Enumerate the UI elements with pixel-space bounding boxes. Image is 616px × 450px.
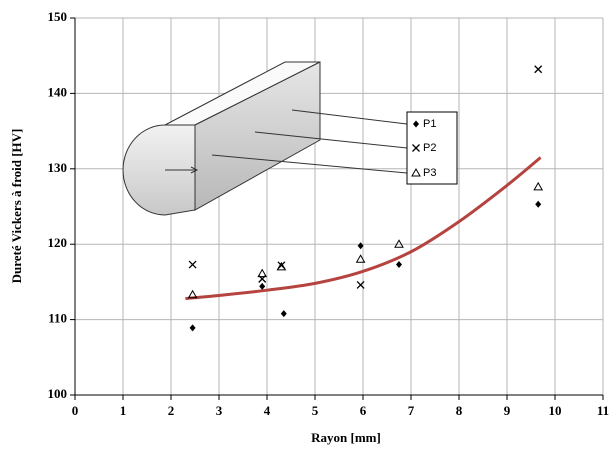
plot-marks [185,65,544,332]
trend-line [185,156,542,300]
y-tick-label: 140 [48,84,68,99]
point [357,242,364,250]
point [187,289,198,299]
x-tick-label: 1 [120,403,127,418]
x-tick-label: 6 [360,403,367,418]
y-tick-label: 150 [48,9,68,24]
point [535,200,542,208]
y-tick-label: 120 [48,235,68,250]
point [189,324,196,332]
grid: 100 110 120 130 140 150 0 1 2 3 4 5 6 7 8 9 10 11 [48,9,610,418]
legend-marker [412,144,420,152]
legend-label: P3 [423,167,436,179]
x-tick-label: 3 [216,403,223,418]
point [394,239,404,248]
end-face [122,124,196,216]
point [356,280,365,289]
point [534,65,543,74]
pointer-line [254,131,408,149]
y-tick-label: 110 [48,311,67,326]
pointer-line [291,109,408,125]
x-tick-label: 10 [549,403,562,418]
x-axis-title: Rayon [mm] [311,430,381,445]
x-tick-label: 2 [168,403,175,418]
arrow-head [190,166,199,174]
point [257,268,268,278]
point [188,260,197,269]
point [533,181,544,191]
point [396,261,402,269]
x-tick-label: 0 [72,403,79,418]
x-tick-label: 9 [504,403,511,418]
point [259,282,266,290]
inset-diagram: P1 P2 P3 [122,61,458,216]
point [355,254,366,263]
y-axis-title: Dureté Vickers à froid [HV] [9,129,24,284]
x-tick-label: 7 [408,403,415,418]
x-tick-label: 8 [456,403,463,418]
legend-label: P2 [423,142,436,154]
pointer-line [211,154,408,174]
y-tick-label: 130 [48,160,68,175]
y-tick-label: 100 [48,386,68,401]
point [276,261,287,271]
legend-marker [413,120,419,128]
x-tick-label: 5 [312,403,319,418]
legend-label: P1 [423,118,436,130]
legend-marker [411,167,421,177]
x-tick-label: 4 [264,403,271,418]
x-tick-label: 11 [597,403,609,418]
point [280,310,287,318]
